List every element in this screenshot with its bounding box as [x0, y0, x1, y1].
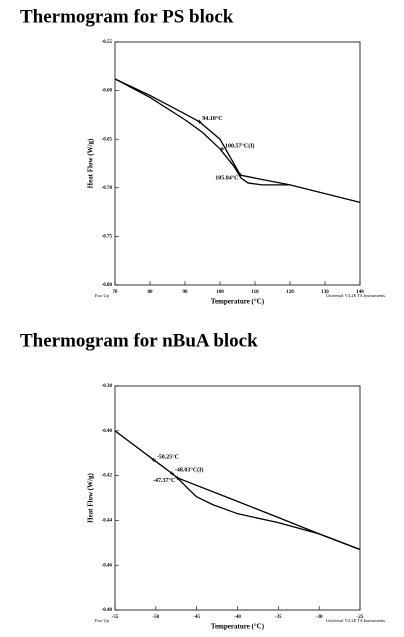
- y-tick-label: -0.44: [102, 519, 113, 524]
- x-tick-label: -25: [357, 615, 364, 620]
- annotation-marker: [197, 119, 202, 124]
- annotation-marker: [175, 475, 180, 480]
- annotation-marker: [219, 146, 224, 151]
- x-tick-label: -45: [193, 615, 200, 620]
- y-tick-label: -0.80: [102, 283, 113, 288]
- y-axis-label: Heat Flow (W/g): [87, 472, 95, 522]
- note: Universal V4.2E TA Instruments: [326, 618, 385, 623]
- y-tick-label: -0.46: [102, 563, 113, 568]
- x-tick-label: -30: [316, 615, 323, 620]
- annotation: 94.10°C: [202, 115, 222, 122]
- annotation-marker: [169, 471, 174, 476]
- annotation: -48.03°C(I): [175, 467, 204, 474]
- y-tick-label: -0.48: [102, 608, 113, 613]
- curve: [114, 430, 361, 551]
- annotation: -47.37°C: [153, 477, 175, 484]
- x-tick-label: 80: [148, 290, 154, 295]
- x-tick-label: 120: [286, 290, 294, 295]
- note: Exo Up: [95, 618, 110, 623]
- y-tick-label: -0.60: [102, 89, 113, 94]
- x-tick-label: 110: [251, 290, 259, 295]
- x-tick-label: -40: [234, 615, 241, 620]
- x-tick-label: 130: [321, 290, 329, 295]
- y-tick-label: -0.38: [102, 384, 113, 389]
- curve: [114, 78, 361, 204]
- annotation-marker: [238, 173, 243, 178]
- x-tick-label: 90: [183, 290, 189, 295]
- x-axis-label: Temperature (°C): [211, 298, 265, 306]
- y-tick-label: -0.65: [102, 137, 113, 142]
- annotation: 100.57°C(I): [225, 142, 255, 149]
- x-tick-label: -50: [152, 615, 159, 620]
- x-axis-label: Temperature (°C): [211, 623, 265, 631]
- curve: [176, 477, 361, 551]
- plot-frame: [114, 385, 361, 611]
- y-axis-label: Heat Flow (W/g): [87, 138, 95, 188]
- annotation-marker: [151, 457, 156, 462]
- plot-frame: [114, 41, 361, 286]
- y-tick-label: -0.70: [102, 186, 113, 191]
- annotation: 105.84°C: [215, 175, 238, 182]
- x-tick-label: -35: [275, 615, 282, 620]
- x-tick-label: -55: [112, 615, 119, 620]
- x-tick-label: 70: [113, 290, 119, 295]
- annotation: -50.25°C: [157, 453, 179, 460]
- y-tick-label: -0.55: [102, 40, 113, 45]
- y-tick-label: -0.42: [102, 474, 113, 479]
- chart-title: Thermogram for nBuA block: [20, 330, 258, 351]
- note: Universal V4.2E TA Instruments: [326, 293, 385, 298]
- chart-title: Thermogram for PS block: [20, 6, 234, 27]
- x-tick-label: 100: [216, 290, 224, 295]
- y-tick-label: -0.40: [102, 429, 113, 434]
- y-tick-label: -0.75: [102, 235, 113, 240]
- x-tick-label: 140: [356, 290, 364, 295]
- note: Exo Up: [95, 293, 110, 298]
- curve: [114, 78, 290, 186]
